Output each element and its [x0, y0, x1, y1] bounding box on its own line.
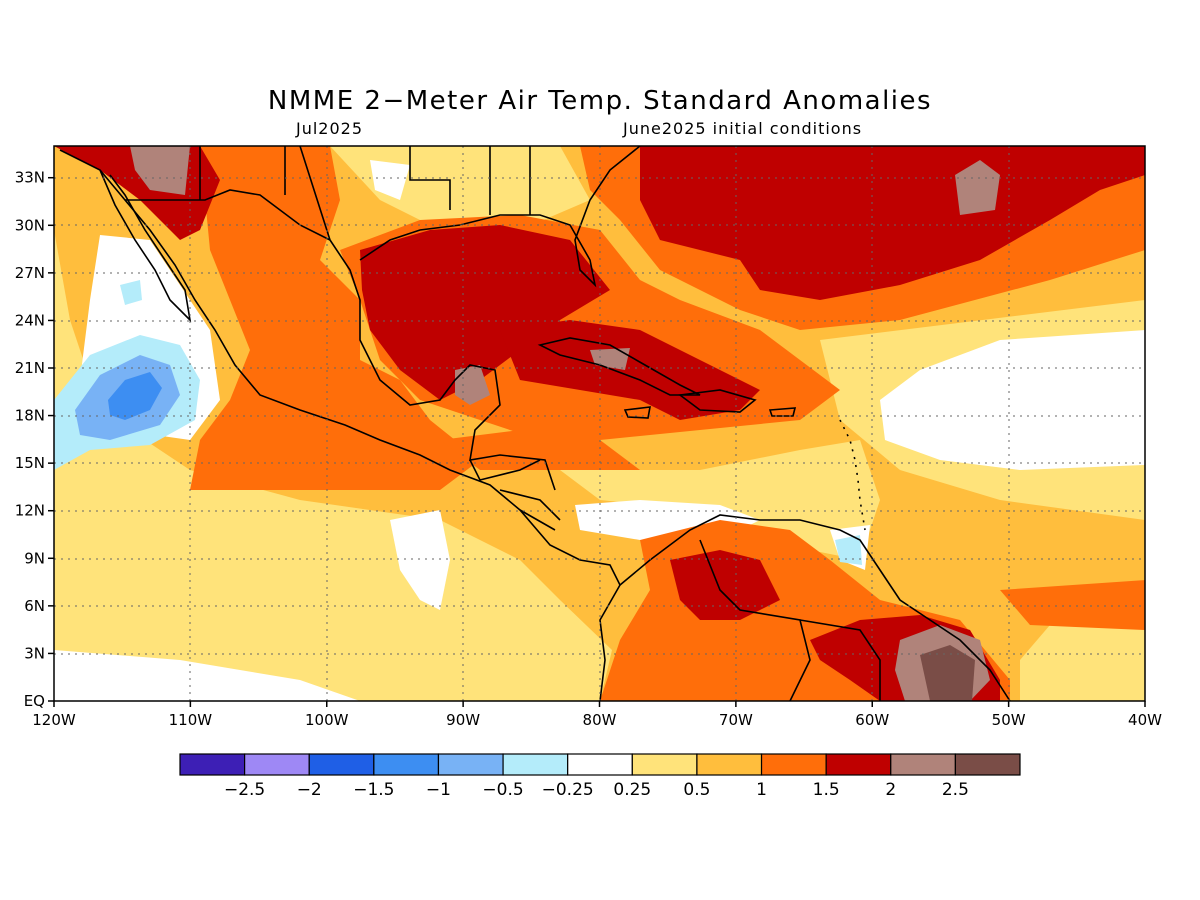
- colorbar-swatch: [954, 753, 1021, 776]
- colorbar-label: −1.5: [353, 780, 394, 800]
- colorbar-label: 1: [756, 780, 767, 800]
- field-darkred-gulf: [360, 225, 610, 400]
- colorbar-label: −2.5: [224, 780, 265, 800]
- colorbar-swatch: [244, 753, 310, 776]
- lat-tick-label: 24N: [15, 311, 45, 329]
- colorbar-swatch: [825, 753, 892, 776]
- field-light-yellow-east-pacific: [54, 230, 612, 701]
- field-darkblue-pacific: [108, 372, 162, 420]
- colorbar-label: 1.5: [813, 780, 840, 800]
- lon-tick-label: 80W: [583, 711, 617, 729]
- coastline-mexico-pacific: [59, 149, 621, 701]
- lon-tick-label: 50W: [992, 711, 1026, 729]
- colorbar-label: −2: [297, 780, 322, 800]
- coastline-hispaniola: [677, 389, 757, 413]
- lat-tick-label: 30N: [15, 216, 45, 234]
- lon-tick-label: 100W: [305, 711, 349, 729]
- field-orange-mexico-cam: [190, 146, 480, 490]
- border-south-america-2: [799, 619, 881, 701]
- lon-tick-label: 90W: [446, 711, 480, 729]
- colorbar-swatch: [437, 753, 504, 776]
- graticule: [54, 146, 1145, 701]
- lon-tick-label: 110W: [169, 711, 213, 729]
- coastline-lesser-antilles: [839, 419, 866, 531]
- border-us-states: [199, 146, 531, 215]
- colorbar-swatch: [567, 753, 633, 776]
- colorbar-swatch: [179, 753, 246, 776]
- coastline-jamaica: [623, 406, 651, 419]
- lat-tick-label: 6N: [24, 597, 45, 615]
- field-tan-north-atlantic: [955, 160, 1000, 215]
- colorbar-swatch: [631, 753, 698, 776]
- map-title: NMME 2−Meter Air Temp. Standard Anomalie…: [267, 86, 933, 116]
- colorbar-label: −0.25: [542, 780, 594, 800]
- lat-tick-label: 15N: [15, 454, 45, 472]
- field-white-atlantic: [880, 330, 1145, 470]
- lon-tick-label: 70W: [719, 711, 753, 729]
- coastline-puerto-rico: [768, 407, 797, 417]
- border-south-america-1: [699, 539, 811, 701]
- lat-tick-label: 12N: [15, 502, 45, 520]
- lon-tick-label: 40W: [1128, 711, 1162, 729]
- coastline-south-america: [619, 514, 1011, 701]
- lat-tick-label: 21N: [15, 359, 45, 377]
- border-us-mexico: [125, 189, 331, 241]
- colorbar-label: −1: [426, 780, 451, 800]
- colorbar-swatch: [696, 753, 763, 776]
- field-white-pacific-east: [390, 510, 450, 610]
- lon-tick-label: 120W: [32, 711, 76, 729]
- initial-conditions-label: June2025 initial conditions: [623, 119, 863, 138]
- coastline-us-gulf: [359, 146, 641, 288]
- lon-tick-label: 60W: [855, 711, 889, 729]
- lat-tick-label: 27N: [15, 264, 45, 282]
- field-orange-east-atlantic: [1000, 580, 1145, 630]
- lat-tick-label: EQ: [24, 692, 45, 710]
- colorbar-label: 0.25: [613, 780, 651, 800]
- longitude-axis: 120W 110W 100W 90W 80W 70W 60W 50W 40W: [32, 701, 1162, 729]
- colorbar-label: 0.5: [683, 780, 710, 800]
- field-darkred-atlantic: [640, 146, 1145, 300]
- colorbar-swatch: [308, 753, 375, 776]
- border-central-america: [469, 459, 561, 531]
- coastline-cuba: [537, 337, 701, 396]
- coastline-baja: [99, 169, 192, 323]
- field-darkred-sa-west: [670, 550, 780, 620]
- coastline-gulf: [299, 146, 556, 491]
- field-lightblue-venezuela: [835, 535, 862, 565]
- latitude-axis: EQ 3N 6N 9N 12N 15N 18N 21N 24N 27N 30N 33N: [15, 169, 54, 710]
- colorbar-swatch: [890, 753, 956, 776]
- field-lightblue-baja: [120, 280, 142, 305]
- field-tan-yucatan: [455, 365, 490, 405]
- field-white-north: [370, 160, 410, 200]
- lat-tick-label: 3N: [24, 644, 45, 662]
- lat-tick-label: 33N: [15, 169, 45, 187]
- colorbar-swatch: [760, 753, 827, 776]
- colorbar: −2.5 −2 −1.5 −1 −0.5 −0.25 0.25 0.5 1 1.5 2 2.5: [179, 753, 1021, 800]
- field-tan-northwest: [130, 146, 190, 195]
- field-orange-central-caribbean: [440, 430, 640, 470]
- colorbar-label: −0.5: [482, 780, 523, 800]
- lat-tick-label: 18N: [15, 407, 45, 425]
- valid-month-label: Jul2025: [296, 119, 364, 138]
- field-white-pacific-sw: [54, 650, 360, 701]
- anomaly-field: [54, 146, 1145, 701]
- colorbar-swatch: [502, 753, 569, 776]
- field-brown-guiana: [920, 645, 975, 701]
- coastlines: [59, 146, 1011, 701]
- colorbar-label: 2.5: [942, 780, 969, 800]
- lat-tick-label: 9N: [24, 549, 45, 567]
- colorbar-label: 2: [885, 780, 896, 800]
- colorbar-swatch: [373, 753, 440, 776]
